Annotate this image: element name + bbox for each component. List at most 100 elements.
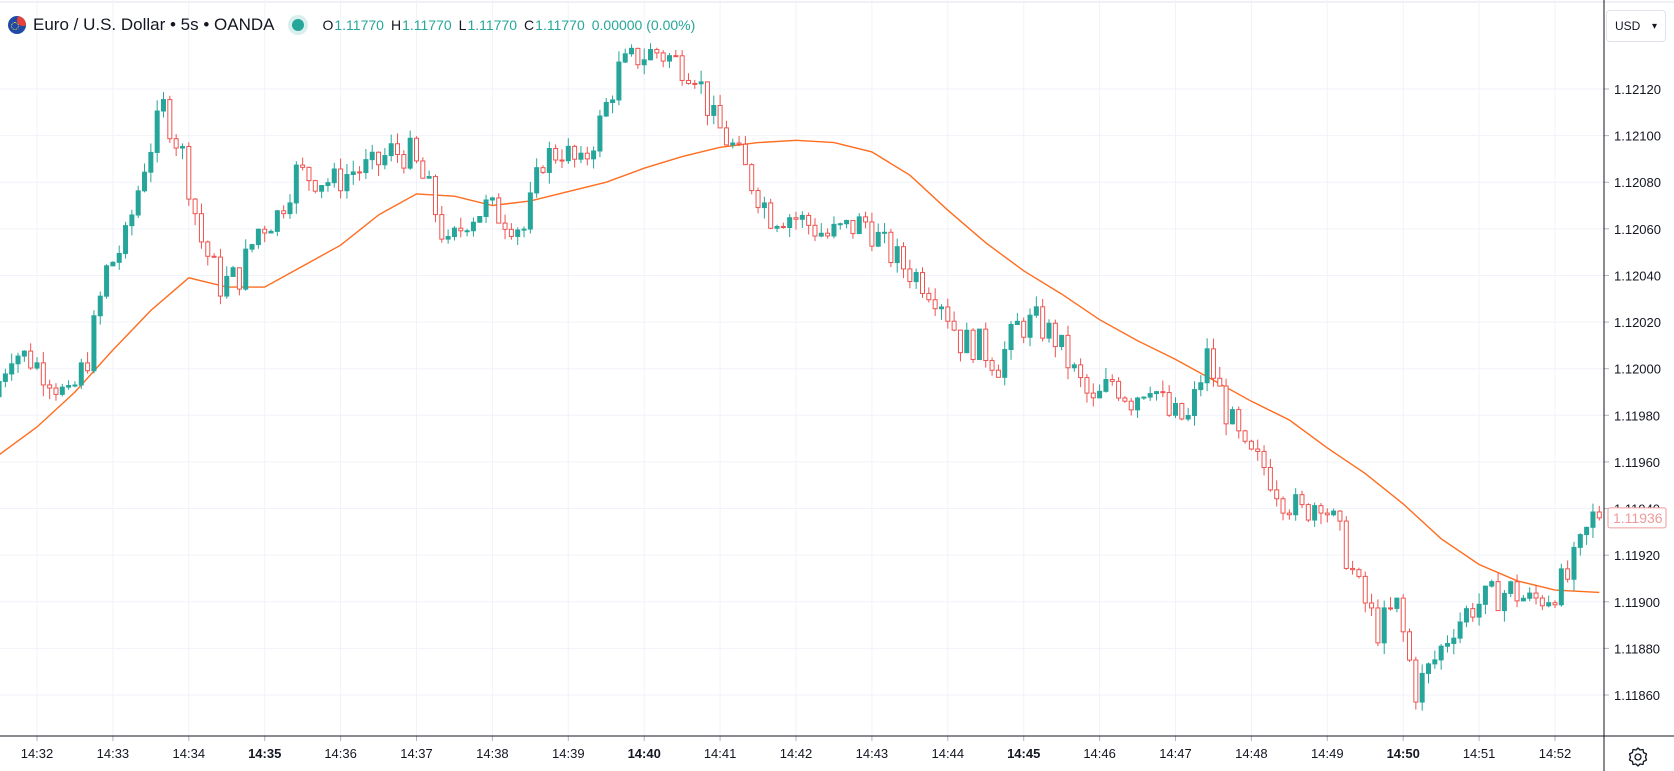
candle [1040,298,1046,342]
candle-body [856,216,862,235]
candle-body [110,261,116,267]
candle [1584,526,1590,545]
price-axis[interactable]: 1.12120 1.12100 1.12080 1.12060 1.12040 1.120… [1603,0,1661,771]
candle [9,353,15,381]
currency-select-button[interactable]: USD ▾ [1606,10,1666,42]
candle-body [395,143,401,156]
candle [66,380,72,390]
candle-body [932,299,938,310]
time-tick-label: 14:49 [1311,746,1344,761]
candle [970,328,976,363]
symbol-title[interactable]: Euro / U.S. Dollar • 5s • OANDA [33,15,275,34]
candle-body [192,198,198,215]
candle [546,141,552,184]
high-value: H1.11770 [391,17,452,33]
candle [920,267,925,298]
candle [300,157,306,171]
candle [357,166,363,181]
candle [407,130,413,170]
candle [72,381,78,388]
candle [1482,585,1488,615]
candle-body [1482,585,1488,605]
candle-body [1223,385,1229,425]
price-tick-label: 1.12080 [1614,175,1661,190]
candle [673,49,679,58]
candle [1350,560,1356,575]
candle-body [894,246,900,264]
candle [1527,587,1533,602]
candle-body [945,306,951,322]
candle-body [1046,322,1052,339]
candle-body [179,146,185,149]
candle-body [685,79,691,84]
candle-body [230,267,236,277]
candle-body [704,81,710,116]
candle-body [565,145,571,162]
candle-body [300,164,306,168]
candle [932,288,938,317]
candle-body [1331,510,1337,516]
candle-body [1293,494,1299,516]
candle-body [635,47,641,66]
candle-body [793,217,799,220]
candle [274,209,280,237]
candle [293,161,299,214]
price-tick-label: 1.11920 [1614,548,1660,563]
candle-body [1444,643,1450,647]
candle [1324,508,1330,523]
candle-body [502,222,508,230]
candle-body [464,230,470,233]
candle [863,211,869,229]
time-tick-label: 14:36 [324,746,357,761]
candle [995,364,1001,378]
candle [1122,396,1128,403]
candle [679,50,685,86]
candle-body [142,171,148,192]
settings-gear-icon[interactable] [1627,746,1649,768]
candle-body [104,265,110,297]
candle [951,311,957,332]
currency-label: USD [1615,19,1641,33]
candle-body [1508,581,1514,594]
candle [641,48,647,75]
market-open-status-icon [292,19,305,31]
candle [2,368,8,388]
candle [85,352,91,374]
candle [439,205,445,243]
candle [376,151,382,177]
candle-body [610,99,616,103]
low-value: L1.11770 [459,17,517,33]
candle-body [338,168,344,192]
candle [1204,338,1210,392]
candle-body [799,214,805,220]
candle-body [1274,489,1280,500]
candle-body [167,99,173,140]
time-tick-label: 14:40 [628,746,661,761]
time-tick-label: 14:37 [400,746,433,761]
candle-body [1160,391,1166,394]
candle [806,212,812,235]
candle [976,328,982,361]
candle [913,268,919,289]
candle-body [243,248,249,290]
price-tick-label: 1.12100 [1614,129,1661,144]
price-tick-label: 1.12060 [1614,222,1661,237]
candle [502,214,508,240]
candle [1021,317,1027,344]
candle-body [388,143,394,157]
candle [414,136,419,164]
candle [129,209,135,236]
candle [198,203,204,249]
candle-body [154,110,160,153]
candle-body [1090,392,1096,399]
time-axis[interactable]: 14:32 14:33 14:34 14:35 14:36 14:37 14:38 14:39… [0,735,1674,761]
candle-body [863,216,869,223]
candle-body [1501,592,1507,612]
candle [110,261,116,267]
candle-body [1426,663,1431,674]
candle [1198,375,1204,397]
candle-body [730,142,736,146]
close-value: C1.11770 [524,17,585,33]
candle [780,222,786,229]
